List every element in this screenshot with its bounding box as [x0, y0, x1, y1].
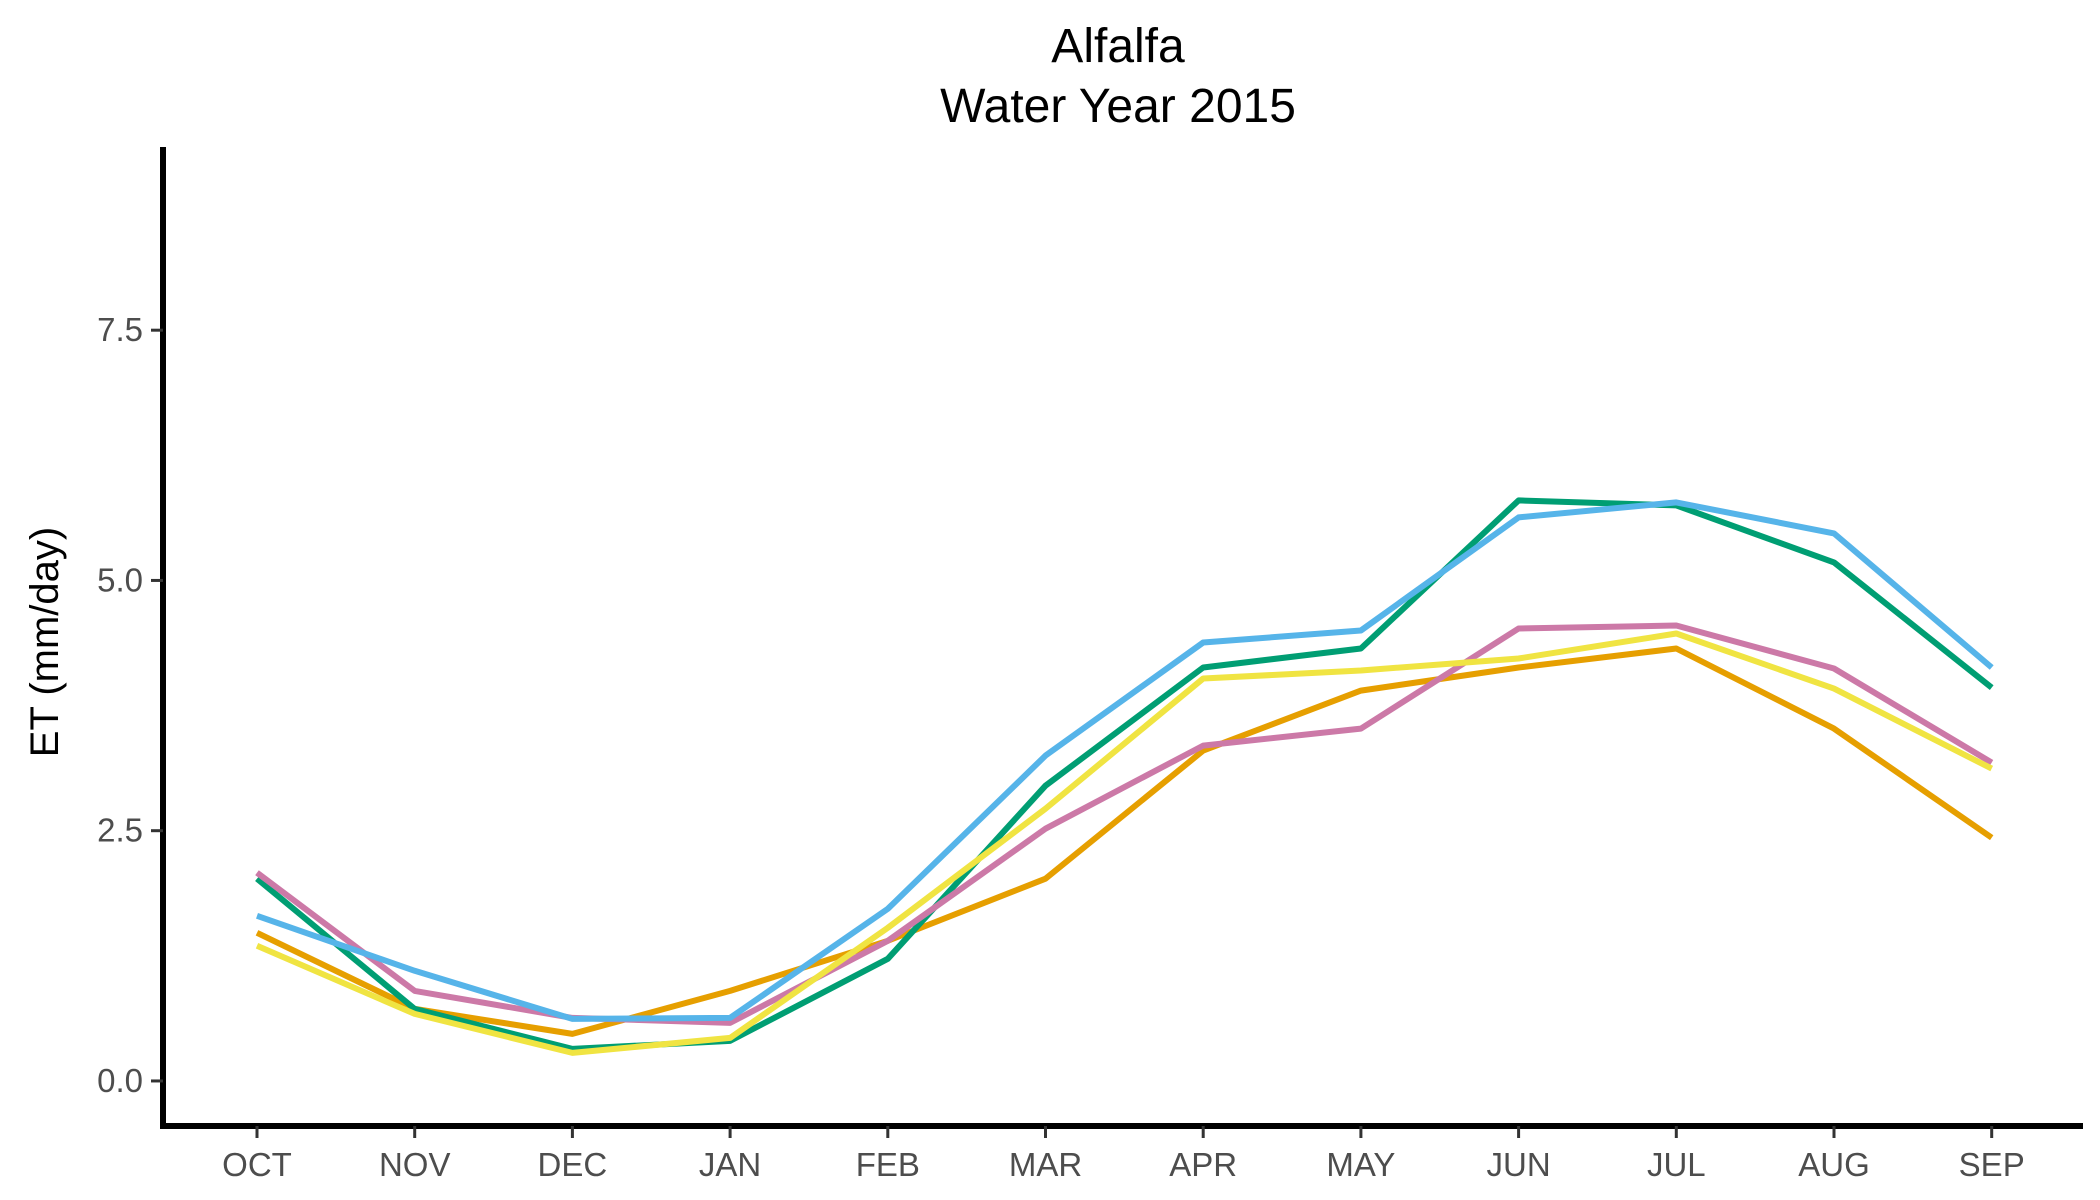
x-tick-label: MAR	[1009, 1146, 1082, 1183]
y-tick-label: 7.5	[97, 311, 143, 348]
axes: 0.0 2.5 5.0 7.5 OCT NOV DEC JAN FEB MAR APR MAY JUN J…	[97, 147, 2083, 1183]
y-tick-label: 5.0	[97, 561, 143, 598]
x-tick-label: AUG	[1798, 1146, 1870, 1183]
x-tick-label: OCT	[222, 1146, 292, 1183]
series-line-2	[255, 497, 1994, 1052]
x-tick-label: NOV	[379, 1146, 451, 1183]
x-tick-label: JUL	[1647, 1146, 1706, 1183]
x-tick-label: DEC	[538, 1146, 608, 1183]
y-tick-label: 2.5	[97, 812, 143, 849]
x-tick-label: SEP	[1959, 1146, 2025, 1183]
chart-title: Alfalfa	[1051, 20, 1185, 73]
series-line-3	[255, 622, 1994, 1026]
series-line-1	[255, 645, 1994, 1037]
x-tick-label: JAN	[699, 1146, 761, 1183]
x-tick-label: MAY	[1326, 1146, 1395, 1183]
y-tick-label: 0.0	[97, 1062, 143, 1099]
x-tick-label: APR	[1169, 1146, 1237, 1183]
series-line-4	[255, 630, 1994, 1056]
chart-subtitle: Water Year 2015	[940, 80, 1296, 133]
x-tick-label: JUN	[1487, 1146, 1551, 1183]
series-lines	[255, 497, 1994, 1056]
series-line-5	[256, 499, 1994, 1022]
x-tick-label: FEB	[856, 1146, 920, 1183]
y-axis-title: ET (mm/day)	[23, 527, 67, 757]
